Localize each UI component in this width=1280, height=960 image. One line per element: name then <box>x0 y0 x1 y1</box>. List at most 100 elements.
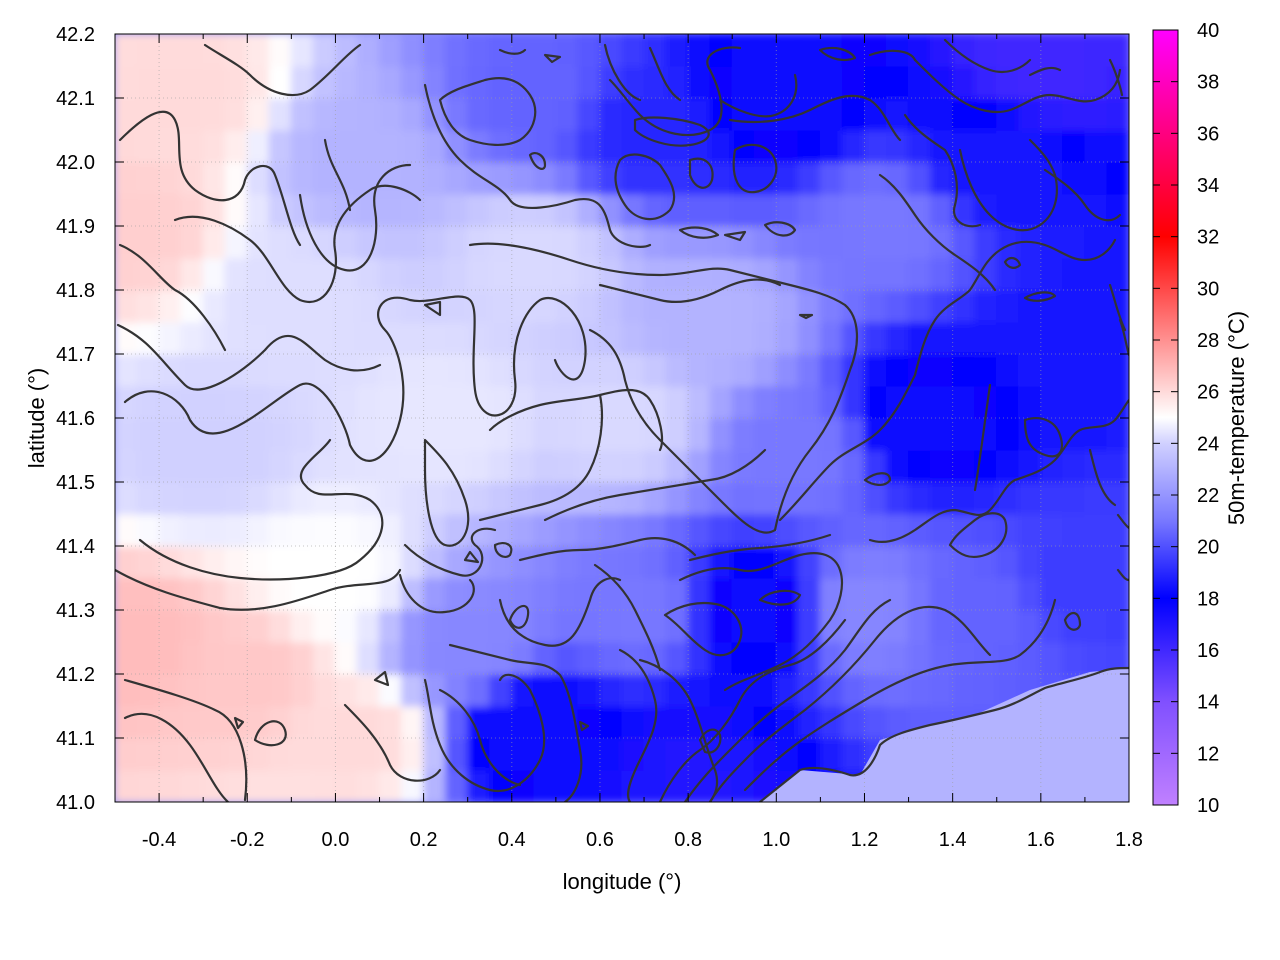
heatmap-cell <box>378 353 403 387</box>
heatmap-cell <box>489 545 513 579</box>
heatmap-cell <box>665 417 689 451</box>
heatmap-cell <box>312 641 337 675</box>
heatmap-cell <box>158 673 182 707</box>
heatmap-cell <box>268 769 292 802</box>
heatmap-cell <box>467 257 491 291</box>
heatmap-cell <box>1084 34 1108 67</box>
x-tick-label: 1.2 <box>851 829 879 851</box>
heatmap-cell <box>180 193 204 227</box>
heatmap-cell <box>1018 385 1042 419</box>
colorbar-tick-label: 16 <box>1197 640 1219 662</box>
heatmap-cell <box>643 609 667 643</box>
heatmap-cell <box>907 417 932 451</box>
heatmap-cell <box>467 34 491 67</box>
heatmap-cell <box>224 289 248 323</box>
heatmap-cell <box>1018 34 1042 67</box>
heatmap-cell <box>665 65 689 99</box>
heatmap-cell <box>687 353 711 387</box>
heatmap-cell <box>643 513 667 547</box>
heatmap-cell <box>841 417 866 451</box>
heatmap-cell <box>885 609 910 643</box>
heatmap-cell <box>621 34 645 67</box>
heatmap-cell <box>709 161 733 195</box>
heatmap-cell <box>334 34 359 67</box>
heatmap-cell <box>599 641 623 675</box>
heatmap-cell <box>423 513 447 547</box>
heatmap-cell <box>489 705 513 739</box>
heatmap-cell <box>400 577 425 611</box>
heatmap-cell <box>1018 353 1042 387</box>
heatmap-cell <box>115 129 138 163</box>
heatmap-cell <box>445 353 469 387</box>
heatmap-cell <box>489 97 513 131</box>
heatmap-cell <box>687 417 711 451</box>
heatmap-cell <box>1106 609 1129 643</box>
heatmap-cell <box>115 513 138 547</box>
heatmap-cell <box>599 577 623 611</box>
heatmap-cell <box>1106 225 1129 259</box>
heatmap-cell <box>400 129 425 163</box>
heatmap-cell <box>158 417 182 451</box>
heatmap-cell <box>577 545 601 579</box>
heatmap-cell <box>180 769 204 802</box>
heatmap-cell <box>356 673 381 707</box>
colorbar-tick-label: 36 <box>1197 123 1219 145</box>
heatmap-cell <box>136 737 160 771</box>
heatmap-cell <box>753 673 777 707</box>
heatmap-cell <box>1018 97 1042 131</box>
heatmap-cell <box>996 161 1020 195</box>
heatmap-cell <box>952 385 976 419</box>
heatmap-cell <box>885 705 910 739</box>
heatmap-cell <box>996 193 1020 227</box>
heatmap-cell <box>400 545 425 579</box>
heatmap-cell <box>841 673 866 707</box>
heatmap-cell <box>885 65 910 99</box>
contour-line <box>763 221 797 237</box>
heatmap-cell <box>555 225 579 259</box>
heatmap-cell <box>1062 513 1086 547</box>
heatmap-cell <box>445 641 469 675</box>
heatmap-cell <box>687 257 711 291</box>
heatmap-cell <box>819 385 844 419</box>
heatmap-cell <box>841 449 866 483</box>
heatmap-cell <box>797 193 821 227</box>
heatmap-cell <box>268 609 292 643</box>
heatmap-cell <box>378 577 403 611</box>
heatmap-cell <box>665 449 689 483</box>
y-tick-label: 41.5 <box>56 472 95 494</box>
heatmap-cell <box>930 161 954 195</box>
heatmap-cell <box>246 193 270 227</box>
heatmap-cell <box>445 737 469 771</box>
contour-line <box>1023 417 1063 458</box>
heatmap-cell <box>423 97 447 131</box>
heatmap-cell <box>1062 289 1086 323</box>
contour-line <box>1043 168 1122 222</box>
heatmap-cell <box>665 97 689 131</box>
contour-line <box>448 643 583 802</box>
heatmap-cell <box>400 737 425 771</box>
heatmap-cell <box>753 34 777 67</box>
heatmap-cell <box>709 673 733 707</box>
contour-line <box>903 113 982 228</box>
heatmap-cell <box>555 737 579 771</box>
heatmap-cell <box>775 34 799 67</box>
heatmap-cell <box>467 737 491 771</box>
colorbar-tick-label: 32 <box>1197 227 1219 249</box>
contour-line <box>438 688 522 787</box>
contour-line <box>468 242 859 532</box>
heatmap-cell <box>841 513 866 547</box>
contour-line <box>578 720 590 732</box>
heatmap-cell <box>819 161 844 195</box>
heatmap-cell <box>115 34 138 67</box>
heatmap-cell <box>115 417 138 451</box>
heatmap-cell <box>599 257 623 291</box>
heatmap-cell <box>863 193 888 227</box>
heatmap-cell <box>356 577 381 611</box>
y-tick-label: 41.6 <box>56 408 95 430</box>
heatmap-cell <box>136 577 160 611</box>
grid-lines <box>115 34 1129 802</box>
heatmap-cell <box>907 161 932 195</box>
heatmap-cell <box>819 737 844 771</box>
heatmap-cell <box>511 545 535 579</box>
heatmap-cell <box>974 609 998 643</box>
